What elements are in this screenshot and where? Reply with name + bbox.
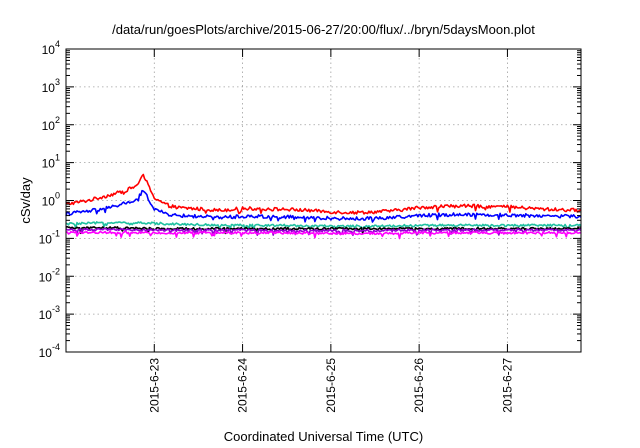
series-line: [65, 173, 582, 215]
x-tick-label: 2015-6-24: [236, 358, 250, 413]
x-tick-label: 2015-6-25: [324, 358, 338, 413]
y-tick-label: 103: [42, 77, 60, 95]
x-tick-labels: 2015-6-23 2015-6-24 2015-6-25 2015-6-26 2015…: [147, 358, 514, 413]
ticks: [66, 48, 581, 353]
y-tick-label: 101: [42, 153, 60, 171]
chart-title: /data/run/goesPlots/archive/2015-06-27/2…: [112, 22, 535, 37]
y-tick-label: 10-1: [39, 228, 60, 246]
y-tick-label: 100: [42, 191, 60, 209]
x-tick-label: 2015-6-23: [147, 358, 161, 413]
y-tick-label: 10-3: [39, 304, 60, 322]
y-tick-label: 10-2: [39, 266, 60, 284]
y-tick-label: 104: [42, 39, 60, 57]
series-line: [65, 189, 582, 223]
y-tick-labels: 10-4 10-3 10-2 10-1 100 101 102 103 104: [39, 39, 60, 360]
y-tick-label: 102: [42, 115, 60, 133]
x-tick-label: 2015-6-27: [500, 358, 514, 413]
grid: [66, 49, 581, 352]
series-line: [65, 221, 582, 231]
series-line: [65, 230, 582, 240]
x-axis-label: Coordinated Universal Time (UTC): [224, 429, 423, 444]
series-layer: [65, 173, 582, 240]
y-axis-label: cSv/day: [18, 177, 33, 224]
series-line: [65, 227, 582, 237]
y-tick-label: 10-4: [39, 342, 60, 360]
x-tick-label: 2015-6-26: [412, 358, 426, 413]
